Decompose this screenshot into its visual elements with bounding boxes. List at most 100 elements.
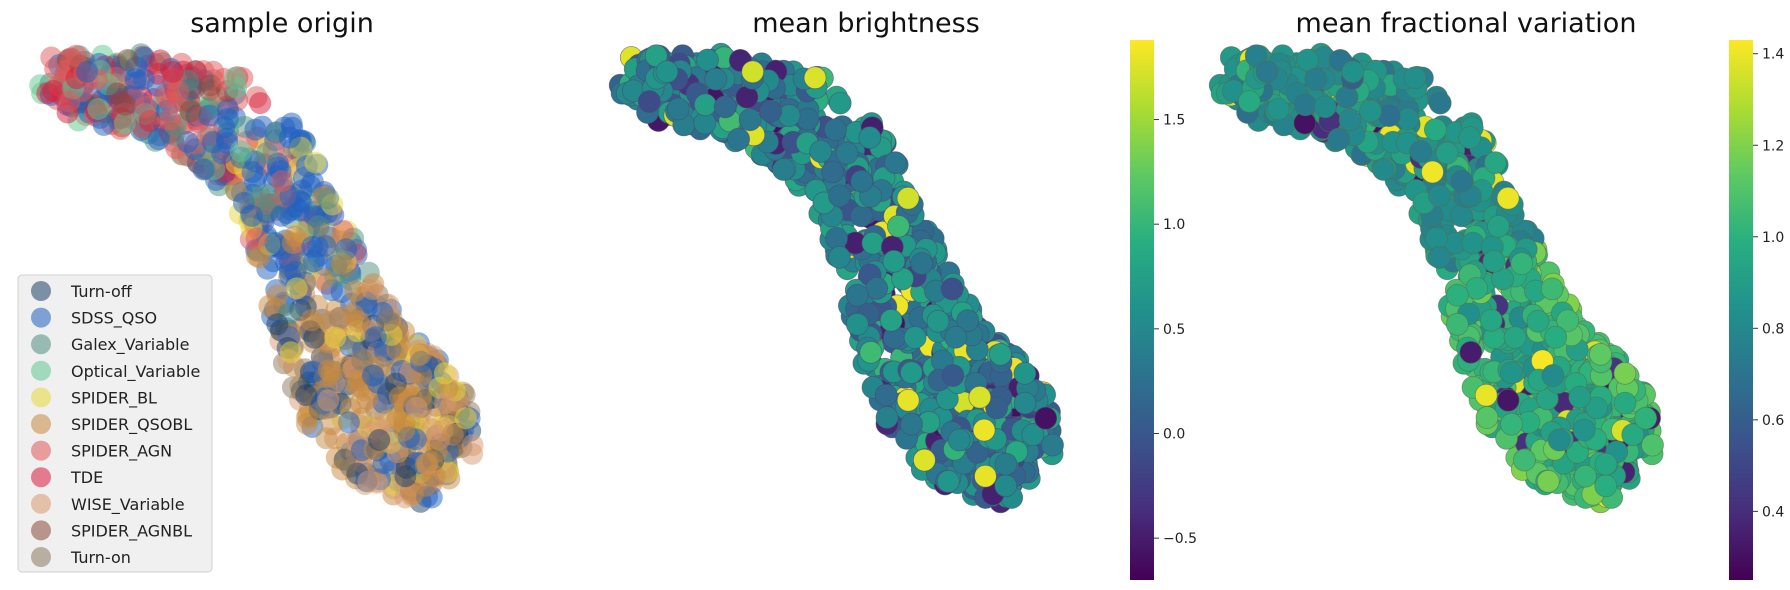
scatter-point — [1568, 385, 1592, 409]
scatter-point — [1540, 277, 1564, 301]
scatter-point — [900, 412, 923, 436]
scatter-point — [270, 170, 293, 193]
legend-label: SPIDER_BL — [71, 388, 157, 408]
colorbar-tick-label: 0.5 — [1163, 322, 1185, 338]
scatter-point — [330, 252, 353, 275]
scatter-point — [192, 158, 215, 181]
scatter-point — [344, 280, 367, 302]
scatter-point — [828, 91, 852, 115]
scatter-point — [947, 428, 971, 452]
scatter-point — [1496, 186, 1520, 210]
scatter-point — [1465, 276, 1489, 300]
legend-label: WISE_Variable — [71, 495, 185, 515]
scatter-point — [1641, 433, 1664, 457]
scatter-point — [134, 95, 157, 118]
panel-sample-origin: sample origin Turn-off SDSS_QSO Galex_Vari… — [17, 8, 484, 573]
scatter-point — [989, 342, 1012, 366]
legend-marker — [31, 307, 51, 328]
scatter-point — [405, 396, 428, 419]
scatter-point — [1503, 326, 1527, 349]
scatter-point — [159, 108, 182, 131]
scatter-point — [1428, 245, 1451, 269]
scatter-point — [300, 309, 323, 332]
colorbar-gradient — [1130, 40, 1154, 580]
scatter-point — [1500, 361, 1523, 385]
scatter-point — [347, 310, 369, 333]
scatter-point — [1621, 423, 1645, 447]
scatter-point — [903, 326, 927, 349]
scatter-point — [936, 469, 960, 493]
scatter-point — [461, 434, 484, 457]
scatter-point — [361, 277, 384, 300]
scatter-point — [1482, 249, 1506, 273]
scatter-point — [1041, 433, 1064, 457]
scatter-point — [76, 60, 98, 83]
scatter-point — [281, 232, 304, 255]
legend-label: Turn-on — [70, 548, 131, 567]
colorbar-tick-label: 0.0 — [1163, 426, 1185, 442]
scatter-point — [161, 60, 184, 83]
scatter-point — [409, 343, 432, 366]
scatter-point — [1034, 406, 1058, 430]
scatter-point — [361, 364, 384, 387]
scatter-point — [1338, 108, 1362, 132]
scatter-point — [320, 413, 343, 436]
scatter-point — [58, 90, 81, 113]
scatter-point — [393, 419, 416, 442]
scatter-point — [317, 389, 340, 412]
scatter-point — [900, 361, 923, 385]
scatter-point — [879, 308, 903, 332]
scatter-point — [1013, 361, 1037, 385]
scatter-point — [364, 326, 387, 349]
scatter-point — [940, 277, 964, 301]
scatter-point — [1594, 474, 1618, 498]
legend-marker — [31, 440, 51, 461]
scatter-point — [846, 283, 869, 307]
scatter-point — [114, 93, 137, 116]
scatter-point — [266, 284, 289, 307]
scatter-point — [1461, 231, 1485, 255]
scatter-point — [357, 470, 380, 493]
legend: Turn-off SDSS_QSO Galex_Variable Optical_Va… — [17, 274, 213, 573]
legend-marker — [31, 414, 51, 434]
scatter-point — [803, 66, 827, 90]
scatter-point — [303, 326, 326, 349]
scatter-point — [994, 452, 1018, 476]
scatter-point — [241, 161, 264, 183]
scatter-point — [42, 79, 65, 102]
panel-mean-fractional-variation: mean fractional variation 0.4 0.6 0.8 1.0 1.… — [1208, 8, 1784, 580]
scatter-point — [1513, 448, 1536, 472]
scatter-point — [1255, 60, 1279, 84]
scatter-point — [1304, 67, 1328, 91]
scatter-point — [845, 312, 869, 336]
scatter-point — [968, 385, 992, 409]
scatter-point — [414, 474, 437, 497]
scatter-point — [1496, 388, 1520, 412]
scatter-point — [1474, 383, 1498, 407]
scatter-point — [337, 411, 360, 434]
scatter-point — [1487, 214, 1510, 238]
scatter-point — [333, 449, 356, 472]
scatter-point — [1421, 160, 1444, 184]
scatter-point — [884, 151, 907, 175]
scatter-point — [1479, 308, 1503, 332]
scatter-point — [302, 250, 325, 273]
scatter-point — [1484, 151, 1507, 175]
legend-label: TDE — [70, 468, 103, 487]
panel-mean-brightness: mean brightness −0.5 0.0 0.5 1.0 1.5 — [608, 8, 1197, 580]
scatter-point — [882, 249, 906, 273]
scatter-point — [394, 465, 417, 488]
scatter-point — [434, 392, 456, 415]
scatter-point — [824, 118, 847, 142]
scatter-point — [307, 215, 330, 238]
colorbar-tick-label: 1.2 — [1762, 138, 1784, 154]
scatter-point — [727, 127, 750, 151]
scatter-point — [861, 231, 885, 255]
scatter-point — [1428, 91, 1452, 115]
scatter-point — [317, 187, 340, 210]
legend-marker — [31, 467, 51, 488]
scatter-point — [270, 204, 293, 227]
scatter-point — [1428, 184, 1451, 208]
colorbar: 0.4 0.6 0.8 1.0 1.2 1.4 — [1729, 40, 1784, 580]
